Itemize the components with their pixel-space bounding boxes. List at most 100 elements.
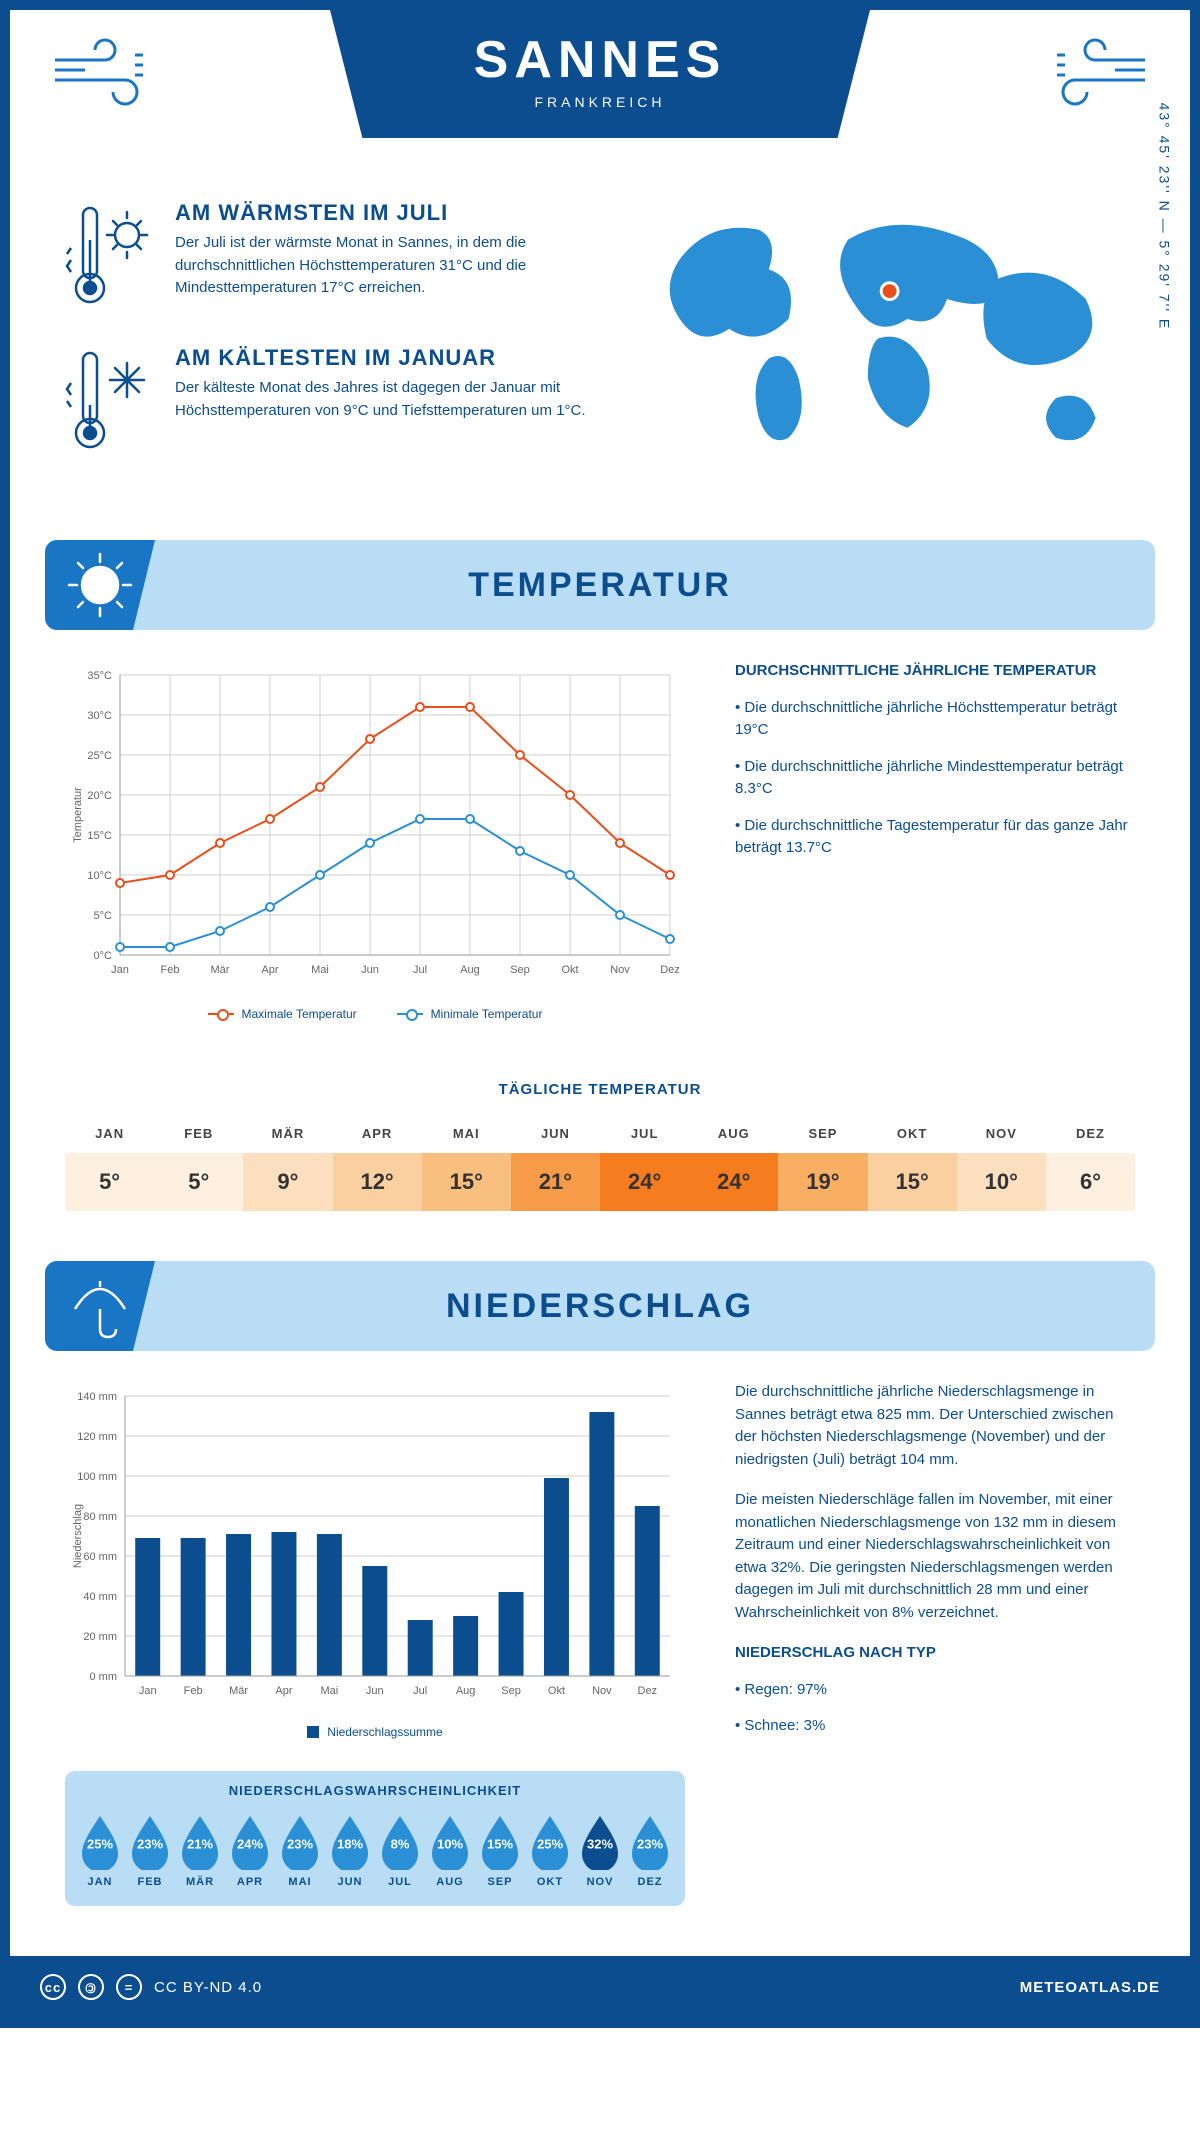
svg-text:Mai: Mai <box>311 964 329 976</box>
temperature-body: 0°C 5°C 10°C 15°C 20°C 25°C 30°C 35°C Jan Feb Mär A… <box>10 660 1190 1051</box>
svg-text:Apr: Apr <box>261 964 278 976</box>
thermometer-snow-icon <box>65 345 155 460</box>
probability-heading: NIEDERSCHLAGSWAHRSCHEINLICHKEIT <box>75 1783 675 1798</box>
svg-text:35°C: 35°C <box>87 670 112 682</box>
svg-text:80 mm: 80 mm <box>83 1511 117 1523</box>
svg-text:10°C: 10°C <box>87 870 112 882</box>
svg-text:Dez: Dez <box>660 964 680 976</box>
probability-drop: 23%FEB <box>126 1812 174 1888</box>
sun-icon <box>45 540 155 630</box>
heat-value: 19° <box>778 1153 867 1211</box>
coordinates: 43° 45' 23'' N — 5° 29' 7'' E <box>1157 103 1173 331</box>
svg-text:Dez: Dez <box>638 1685 658 1697</box>
probability-drop: 18%JUN <box>326 1812 374 1888</box>
heat-value: 9° <box>243 1153 332 1211</box>
site-name: METEOATLAS.DE <box>1020 1979 1160 1996</box>
text-heading: NIEDERSCHLAG NACH TYP <box>735 1642 1135 1665</box>
warmest-fact: AM WÄRMSTEN IM JULI Der Juli ist der wär… <box>65 200 610 315</box>
probability-drop: 24%APR <box>226 1812 274 1888</box>
svg-text:Jul: Jul <box>413 1685 427 1697</box>
heat-value: 15° <box>868 1153 957 1211</box>
footer: cc 🄯 = CC BY-ND 4.0 METEOATLAS.DE <box>10 1956 1190 2018</box>
probability-drop: 32%NOV <box>576 1812 624 1888</box>
coldest-fact: AM KÄLTESTEN IM JANUAR Der kälteste Mona… <box>65 345 610 460</box>
fact-text: Der kälteste Monat des Jahres ist dagege… <box>175 377 610 422</box>
svg-text:15°C: 15°C <box>87 830 112 842</box>
heat-value: 15° <box>422 1153 511 1211</box>
svg-text:Jul: Jul <box>413 964 427 976</box>
svg-text:Apr: Apr <box>275 1685 292 1697</box>
text-bullet: • Die durchschnittliche Tagestemperatur … <box>735 815 1135 860</box>
license-block: cc 🄯 = CC BY-ND 4.0 <box>40 1974 262 2000</box>
intro-section: AM WÄRMSTEN IM JULI Der Juli ist der wär… <box>10 190 1190 530</box>
heat-month: MAI <box>422 1114 511 1153</box>
text-bullet: • Schnee: 3% <box>735 1715 1135 1738</box>
svg-text:Aug: Aug <box>460 964 480 976</box>
city-name: SANNES <box>330 30 870 90</box>
by-icon: 🄯 <box>78 1974 104 2000</box>
svg-text:100 mm: 100 mm <box>77 1471 117 1483</box>
heat-value: 5° <box>65 1153 154 1211</box>
svg-text:Feb: Feb <box>184 1685 203 1697</box>
heat-month: SEP <box>778 1114 867 1153</box>
map-column: 43° 45' 23'' N — 5° 29' 7'' E <box>640 200 1135 490</box>
infographic-page: SANNES FRANKREICH AM WÄRMSTEN IM JULI De… <box>0 0 1200 2028</box>
svg-text:25°C: 25°C <box>87 750 112 762</box>
text-bullet: • Regen: 97% <box>735 1679 1135 1702</box>
text-bullet: • Die durchschnittliche jährliche Höchst… <box>735 697 1135 742</box>
probability-drop: 25%OKT <box>526 1812 574 1888</box>
legend-label: Niederschlagssumme <box>327 1725 442 1739</box>
svg-text:Mär: Mär <box>229 1685 248 1697</box>
probability-drop: 21%MÄR <box>176 1812 224 1888</box>
heat-value: 24° <box>600 1153 689 1211</box>
probability-drop: 8%JUL <box>376 1812 424 1888</box>
svg-text:0 mm: 0 mm <box>90 1671 118 1683</box>
svg-text:Feb: Feb <box>161 964 180 976</box>
svg-text:Nov: Nov <box>610 964 630 976</box>
svg-text:20°C: 20°C <box>87 790 112 802</box>
svg-text:30°C: 30°C <box>87 710 112 722</box>
svg-text:Jan: Jan <box>139 1685 157 1697</box>
probability-drop: 23%MAI <box>276 1812 324 1888</box>
svg-text:Jun: Jun <box>361 964 379 976</box>
heat-value: 6° <box>1046 1153 1135 1211</box>
heat-month: NOV <box>957 1114 1046 1153</box>
precipitation-body: 0 mm20 mm40 mm60 mm80 mm100 mm120 mm140 … <box>10 1381 1190 1956</box>
thermometer-sun-icon <box>65 200 155 315</box>
section-title: TEMPERATUR <box>468 566 732 605</box>
heat-month: MÄR <box>243 1114 332 1153</box>
temperature-chart: 0°C 5°C 10°C 15°C 20°C 25°C 30°C 35°C Jan Feb Mär A… <box>65 660 685 1021</box>
precipitation-chart: 0 mm20 mm40 mm60 mm80 mm100 mm120 mm140 … <box>65 1381 685 1906</box>
svg-text:Mär: Mär <box>211 964 230 976</box>
precipitation-text: Die durchschnittliche jährliche Niedersc… <box>735 1381 1135 1906</box>
svg-text:0°C: 0°C <box>94 950 113 962</box>
chart-legend: Maximale TemperaturMinimale Temperatur <box>65 1004 685 1021</box>
svg-text:Mai: Mai <box>321 1685 339 1697</box>
heat-month: DEZ <box>1046 1114 1135 1153</box>
license-text: CC BY-ND 4.0 <box>154 1979 262 1996</box>
svg-text:Sep: Sep <box>501 1685 521 1697</box>
daily-temp-heading: TÄGLICHE TEMPERATUR <box>10 1081 1190 1098</box>
svg-text:5°C: 5°C <box>94 910 113 922</box>
heat-month: APR <box>333 1114 422 1153</box>
temperature-text: DURCHSCHNITTLICHE JÄHRLICHE TEMPERATUR •… <box>735 660 1135 1021</box>
svg-text:Okt: Okt <box>561 964 578 976</box>
svg-text:Nov: Nov <box>592 1685 612 1697</box>
text-bullet: • Die durchschnittliche jährliche Mindes… <box>735 756 1135 801</box>
probability-box: NIEDERSCHLAGSWAHRSCHEINLICHKEIT 25%JAN23… <box>65 1771 685 1906</box>
precipitation-section-header: NIEDERSCHLAG <box>45 1261 1155 1351</box>
svg-text:140 mm: 140 mm <box>77 1391 117 1403</box>
probability-drop: 10%AUG <box>426 1812 474 1888</box>
title-banner: SANNES FRANKREICH <box>330 10 870 138</box>
probability-drop: 25%JAN <box>76 1812 124 1888</box>
heat-month: JUN <box>511 1114 600 1153</box>
heat-value: 12° <box>333 1153 422 1211</box>
text-paragraph: Die durchschnittliche jährliche Niedersc… <box>735 1381 1135 1471</box>
svg-text:20 mm: 20 mm <box>83 1631 117 1643</box>
temperature-section-header: TEMPERATUR <box>45 540 1155 630</box>
facts-column: AM WÄRMSTEN IM JULI Der Juli ist der wär… <box>65 200 610 490</box>
svg-text:60 mm: 60 mm <box>83 1551 117 1563</box>
svg-text:Jan: Jan <box>111 964 129 976</box>
heat-month: OKT <box>868 1114 957 1153</box>
svg-text:120 mm: 120 mm <box>77 1431 117 1443</box>
